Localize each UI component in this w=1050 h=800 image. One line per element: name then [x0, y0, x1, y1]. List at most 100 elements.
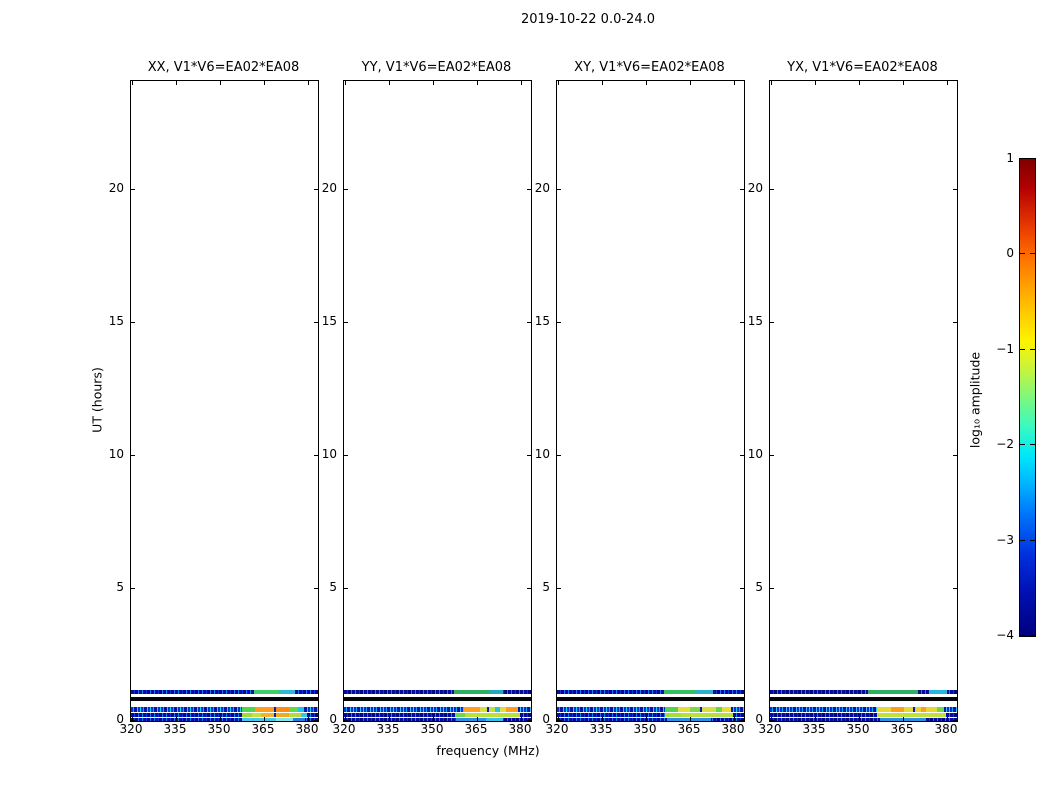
x-axis-tick: [308, 81, 309, 85]
y-tick-label: 20: [534, 181, 550, 195]
data-band: [770, 718, 957, 721]
y-tick-label: 20: [747, 181, 763, 195]
y-axis-tick: [557, 189, 561, 190]
data-segment: [867, 690, 918, 695]
data-band: [770, 706, 957, 712]
x-tick-label: 335: [376, 722, 400, 736]
x-axis-label: frequency (MHz): [436, 743, 540, 758]
y-axis-tick: [527, 588, 531, 589]
data-band: [344, 697, 531, 702]
heatmap-panel: [556, 80, 745, 722]
x-axis-tick: [558, 81, 559, 85]
y-axis-tick: [740, 588, 744, 589]
x-axis-tick: [815, 717, 816, 721]
data-segment: [273, 706, 277, 712]
data-segment: [456, 718, 486, 721]
x-axis-tick: [859, 717, 860, 721]
y-axis-tick: [131, 322, 135, 323]
colorbar-tick-label: −4: [996, 628, 1014, 642]
colorbar-tick-label: −3: [996, 532, 1014, 547]
data-band: [770, 690, 957, 695]
data-segment: [488, 690, 504, 695]
data-segment: [702, 706, 717, 712]
heatmap-panel: [130, 80, 319, 722]
x-tick-label: 335: [802, 722, 826, 736]
colorbar-tick: [1030, 540, 1035, 541]
y-axis-tick: [953, 588, 957, 589]
colorbar-tick: [1020, 158, 1025, 159]
y-tick-label: 10: [108, 447, 124, 461]
x-axis-tick: [345, 717, 346, 721]
data-segment: [485, 718, 504, 721]
colorbar-tick: [1030, 635, 1035, 636]
y-axis-tick: [344, 720, 348, 721]
y-axis-tick: [131, 189, 135, 190]
data-band: [557, 690, 744, 695]
data-band: [770, 697, 957, 702]
y-axis-tick: [557, 455, 561, 456]
data-segment: [926, 706, 937, 712]
colorbar-tick: [1020, 253, 1025, 254]
y-axis-tick: [770, 455, 774, 456]
data-segment: [695, 690, 714, 695]
data-segment: [936, 706, 945, 712]
panel-title: XX, V1*V6=EA02*EA08: [147, 60, 300, 75]
colorbar-tick-label: −2: [996, 437, 1014, 452]
y-tick-label: 0: [329, 712, 337, 726]
colorbar-tick: [1030, 158, 1035, 159]
x-axis-tick: [176, 717, 177, 721]
x-tick-label: 380: [934, 722, 958, 736]
y-axis-tick: [131, 588, 135, 589]
data-segment: [242, 718, 276, 721]
y-tick-label: 15: [747, 314, 763, 328]
data-segment: [716, 706, 723, 712]
y-tick-label: 10: [747, 447, 763, 461]
y-axis-tick: [314, 189, 318, 190]
y-axis-tick: [740, 455, 744, 456]
data-segment: [879, 718, 927, 721]
data-segment: [912, 706, 916, 712]
data-band: [131, 713, 318, 717]
x-axis-tick: [389, 81, 390, 85]
data-band: [131, 706, 318, 712]
data-segment: [678, 706, 690, 712]
x-tick-label: 350: [633, 722, 657, 736]
y-axis-tick: [527, 189, 531, 190]
y-tick-label: 5: [329, 580, 337, 594]
x-axis-tick: [132, 81, 133, 85]
y-axis-tick: [557, 720, 561, 721]
data-segment: [891, 706, 905, 712]
data-segment: [665, 706, 679, 712]
data-segment: [453, 690, 489, 695]
y-axis-tick: [770, 322, 774, 323]
y-tick-label: 15: [534, 314, 550, 328]
x-axis-tick: [220, 81, 221, 85]
y-tick-label: 15: [108, 314, 124, 328]
x-axis-tick: [308, 717, 309, 721]
colorbar-label: log₁₀ amplitude: [967, 351, 983, 449]
x-tick-label: 320: [119, 722, 143, 736]
data-segment: [494, 706, 501, 712]
data-segment: [261, 713, 274, 717]
colorbar-tick: [1030, 349, 1035, 350]
x-tick-label: 365: [251, 722, 275, 736]
y-axis-tick: [344, 455, 348, 456]
colorbar-tick: [1030, 253, 1035, 254]
data-segment: [699, 706, 703, 712]
x-tick-label: 380: [721, 722, 745, 736]
data-segment: [278, 690, 295, 695]
y-axis-tick: [557, 588, 561, 589]
data-segment: [465, 713, 520, 717]
x-axis-tick: [132, 717, 133, 721]
x-axis-tick: [690, 717, 691, 721]
y-axis-tick: [740, 720, 744, 721]
panel-title: YY, V1*V6=EA02*EA08: [361, 60, 512, 75]
data-segment: [690, 706, 700, 712]
data-segment: [253, 690, 279, 695]
data-band: [131, 718, 318, 721]
y-axis-tick: [314, 588, 318, 589]
data-segment: [288, 706, 298, 712]
y-axis-tick: [557, 322, 561, 323]
x-axis-tick: [815, 81, 816, 85]
